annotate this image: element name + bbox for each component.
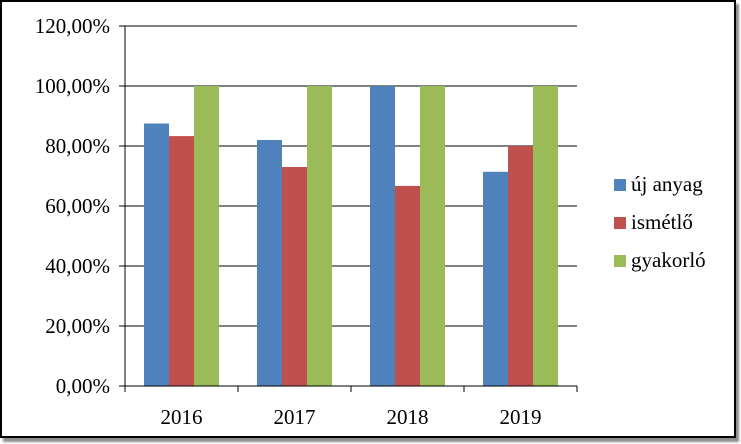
bar	[483, 171, 508, 386]
y-tick-label: 0,00%	[56, 374, 110, 398]
x-tick-label: 2016	[161, 405, 203, 429]
bar	[533, 86, 558, 386]
legend-label: új anyag	[631, 172, 703, 196]
bar	[395, 185, 420, 386]
legend-label: ismétlő	[631, 210, 693, 234]
y-tick-label: 80,00%	[45, 134, 110, 158]
axes	[119, 25, 578, 392]
bar	[420, 86, 445, 386]
legend-swatch	[614, 179, 626, 191]
chart-frame	[0, 0, 736, 438]
bar	[307, 86, 332, 386]
y-tick-label: 60,00%	[45, 194, 110, 218]
bar	[282, 167, 307, 386]
bar	[257, 140, 282, 386]
y-tick-label: 20,00%	[45, 314, 110, 338]
x-tick-label: 2018	[387, 405, 429, 429]
legend-swatch	[614, 255, 626, 267]
legend-swatch	[614, 217, 626, 229]
bar	[508, 146, 533, 386]
y-tick-label: 100,00%	[35, 74, 110, 98]
legend-label: gyakorló	[631, 248, 706, 272]
y-tick-label: 120,00%	[35, 14, 110, 38]
tick-labels: 0,00% 20,00% 40,00% 60,00% 80,00% 100,00% 120,…	[35, 14, 542, 429]
y-tick-label: 40,00%	[45, 254, 110, 278]
bar	[169, 136, 194, 386]
bars	[144, 86, 558, 386]
x-tick-label: 2017	[274, 405, 316, 429]
legend: új anyag ismétlő gyakorló	[614, 172, 706, 272]
bar	[144, 123, 169, 386]
x-tick-label: 2019	[500, 405, 542, 429]
bar	[370, 86, 395, 386]
bar	[194, 86, 219, 386]
